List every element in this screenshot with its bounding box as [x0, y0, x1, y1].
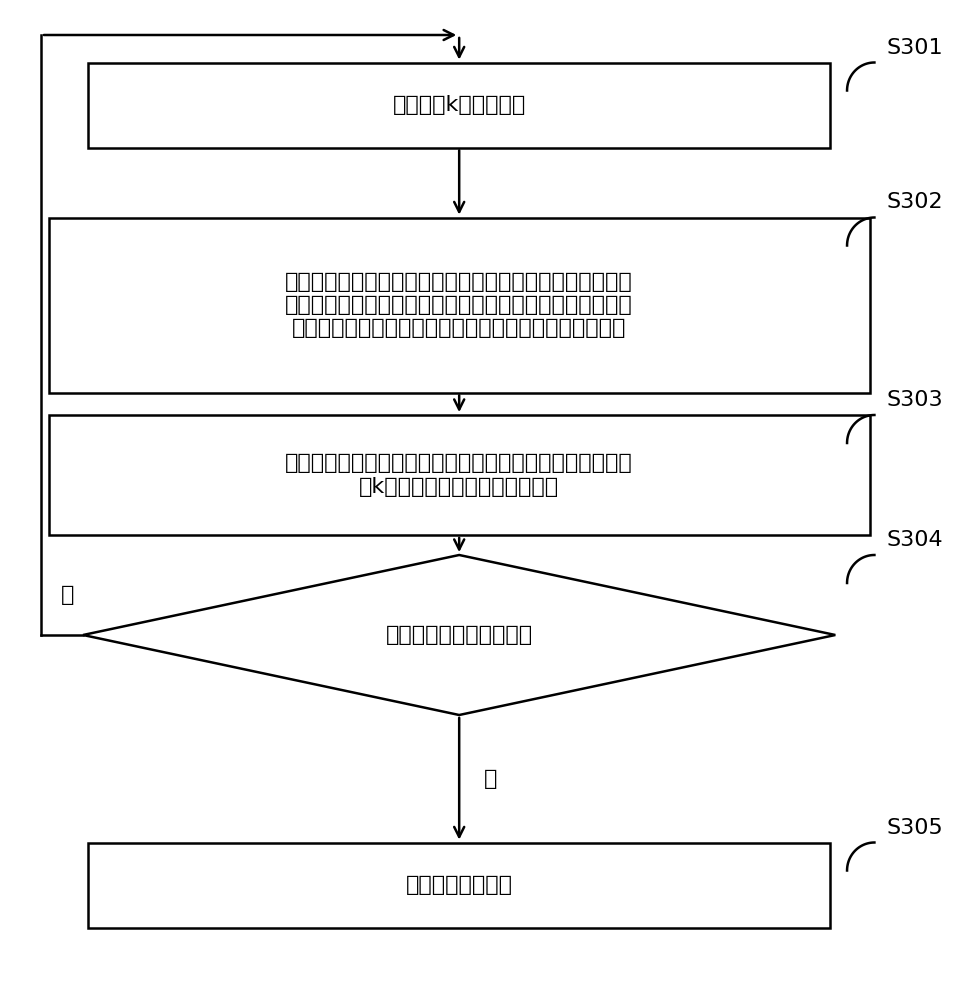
Bar [88, 842, 830, 928]
Text: S303: S303 [886, 390, 943, 410]
Text: 随机选取k个聚类中心: 随机选取k个聚类中心 [393, 95, 526, 115]
Text: 否: 否 [61, 585, 74, 605]
Text: S302: S302 [886, 192, 943, 213]
Text: 结束本次聚类运算: 结束本次聚类运算 [405, 875, 513, 895]
Bar [88, 62, 830, 147]
Polygon shape [83, 555, 835, 715]
Text: 以所述多种模态影像的每一个感兴趣区域对应的特征组成源
特征，计算每一个源特征与每一个聚类中心之间的距离値，
将所述源特征分配至距离値最小的聚类中心所标明的类中: 以所述多种模态影像的每一个感兴趣区域对应的特征组成源 特征，计算每一个源特征与每… [285, 272, 633, 338]
Text: S305: S305 [886, 818, 943, 838]
Text: 是: 是 [484, 769, 497, 789]
Text: S304: S304 [886, 530, 943, 550]
Text: S301: S301 [886, 37, 943, 57]
Bar [49, 218, 870, 393]
Bar [49, 415, 870, 535]
Text: 判断所述偏差値是否收敛: 判断所述偏差値是否收敛 [386, 625, 532, 645]
Text: 在分配完后，计算偏差値，所述偏差値为每一个源特征与所
述k个聚类中心之间的距离平方和: 在分配完后，计算偏差値，所述偏差値为每一个源特征与所 述k个聚类中心之间的距离平… [285, 453, 633, 497]
